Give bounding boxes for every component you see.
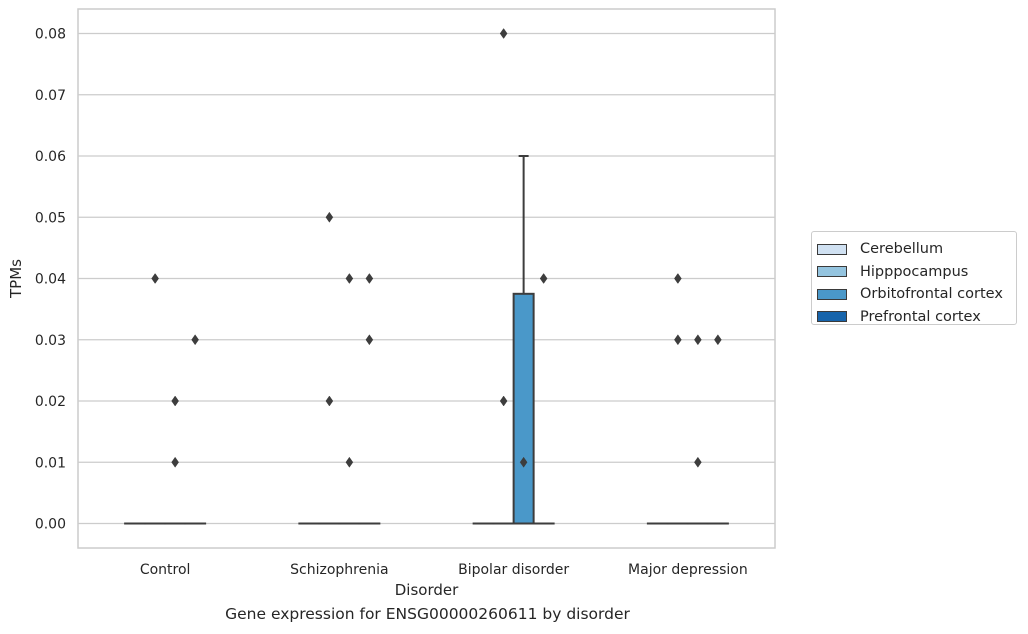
outlier-point [151, 273, 159, 284]
box-group [492, 28, 515, 525]
outlier-point [674, 334, 682, 346]
box-body [512, 292, 535, 525]
x-tick-label: Bipolar disorder [458, 562, 569, 578]
box-group [512, 155, 535, 525]
legend-swatch [817, 243, 847, 255]
box-group [318, 211, 341, 525]
legend-label: Cerebellum [860, 241, 944, 258]
outlier-point [694, 334, 702, 346]
outlier-point [499, 395, 508, 407]
box-group [686, 334, 709, 525]
y-tick-label: 0.08 [35, 27, 66, 43]
box-group [706, 334, 729, 525]
x-tick-label: Control [140, 562, 191, 578]
outlier-point [694, 456, 702, 468]
y-tick-label: 0.06 [35, 149, 66, 165]
outlier-point [171, 395, 179, 407]
outlier-point [499, 28, 508, 39]
y-tick-label: 0.07 [35, 88, 66, 104]
chart-title: Gene expression for ENSG00000260611 by d… [225, 605, 630, 623]
legend-item-hippocampus[interactable]: Hipppocampus [812, 261, 1016, 284]
outlier-point [674, 273, 682, 284]
legend-item-prefrontal-cortex[interactable]: Prefrontal cortex [812, 306, 1016, 329]
legend-swatch [817, 311, 847, 323]
y-tick-label: 0.03 [35, 333, 66, 349]
boxes [124, 28, 729, 525]
box-group [666, 273, 689, 525]
outlier-point [325, 211, 334, 223]
outlier-point [365, 334, 374, 346]
y-tick-label: 0.04 [35, 272, 66, 288]
legend-swatch [817, 266, 847, 278]
outlier-point [191, 334, 199, 346]
outlier-point [519, 456, 528, 468]
y-tick-label: 0.01 [35, 455, 66, 471]
box-group [358, 273, 381, 525]
outlier-point [714, 334, 722, 346]
y-axis-title: TPMs [7, 259, 25, 299]
outlier-point [345, 456, 354, 468]
axis-ticks: 0.00 0.01 0.02 0.03 0.04 0.05 0.06 0.07 0.08 Cont… [35, 27, 748, 579]
outlier-point [539, 273, 548, 284]
box-group [532, 273, 555, 525]
y-tick-label: 0.00 [35, 517, 66, 533]
box-group [144, 273, 167, 525]
box-group [338, 273, 361, 525]
y-tick-label: 0.05 [35, 210, 66, 226]
x-axis-title: Disorder [395, 581, 459, 599]
outlier-point [325, 395, 334, 407]
x-tick-label: Major depression [628, 562, 748, 578]
gridlines [78, 32, 775, 525]
legend-swatch [817, 288, 847, 300]
plot-area-frame [77, 8, 776, 549]
legend-item-orbitofrontal-cortex[interactable]: Orbitofrontal cortex [812, 283, 1016, 306]
x-tick-label: Schizophrenia [290, 562, 388, 578]
y-tick-label: 0.02 [35, 394, 66, 410]
outlier-point [365, 273, 374, 284]
box-group [184, 334, 207, 525]
outlier-point [345, 273, 354, 284]
legend-label: Orbitofrontal cortex [860, 286, 1003, 303]
box-group [164, 395, 187, 525]
legend-label: Hipppocampus [860, 263, 969, 280]
legend: Cerebellum Hipppocampus Orbitofrontal co… [811, 231, 1017, 325]
legend-label: Prefrontal cortex [860, 308, 981, 325]
legend-item-cerebellum[interactable]: Cerebellum [812, 238, 1016, 261]
outlier-point [171, 456, 179, 468]
